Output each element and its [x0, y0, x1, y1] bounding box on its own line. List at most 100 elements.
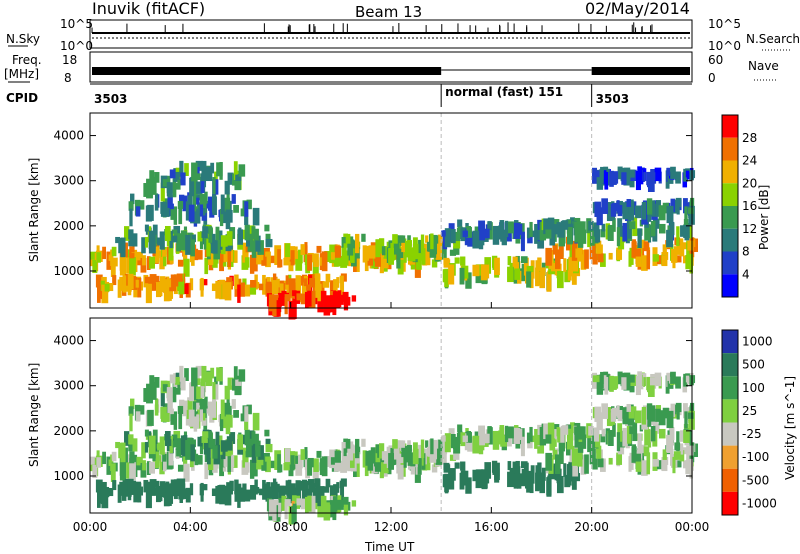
velocity-cell	[644, 429, 651, 446]
power-cell	[136, 257, 143, 266]
velocity-cell	[119, 481, 126, 496]
velocity-cell	[319, 462, 324, 471]
power-cell	[207, 196, 215, 211]
y-tick-label: 4000	[53, 334, 84, 348]
velocity-cell	[626, 403, 631, 412]
velocity-cell	[381, 451, 386, 461]
power-cell	[246, 238, 250, 247]
velocity-cell	[206, 443, 211, 462]
power-cell	[555, 249, 561, 270]
velocity-cell	[200, 482, 204, 502]
velocity-cell	[656, 460, 664, 470]
velocity-cell	[574, 428, 579, 448]
velocity-cell	[187, 400, 193, 415]
power-cell	[494, 257, 500, 276]
power-cell	[119, 276, 126, 291]
velocity-cell	[288, 483, 296, 500]
velocity-cell	[90, 456, 97, 468]
power-cell	[558, 230, 566, 247]
power-colorbar: 4 8 12 16 20 24 28	[721, 114, 757, 298]
velocity-cell	[568, 461, 573, 482]
y-tick-label: 3000	[53, 174, 84, 188]
velocity-cell	[562, 425, 569, 435]
power-cell	[388, 248, 395, 265]
power-cell	[345, 233, 351, 244]
power-cell	[301, 282, 307, 300]
power-cell	[683, 168, 689, 182]
power-cell	[461, 265, 469, 279]
power-cell	[645, 207, 652, 222]
velocity-cell	[427, 449, 433, 457]
power-cell	[556, 270, 564, 289]
power-cell	[166, 182, 170, 197]
velocity-cell	[303, 450, 308, 468]
power-cell	[343, 299, 349, 311]
velocity-cell	[453, 436, 461, 447]
velocity-cell	[265, 488, 272, 502]
power-cell	[177, 200, 184, 209]
velocity-cell	[164, 412, 170, 422]
velocity-cell	[301, 487, 307, 505]
colorbar-frame	[721, 114, 739, 298]
power-cell	[687, 240, 694, 251]
power-cell	[258, 240, 264, 255]
power-cell	[622, 202, 629, 220]
colorbar-frame	[721, 329, 739, 516]
colorbar-tick-label: 8	[742, 245, 750, 259]
power-cell	[178, 207, 183, 225]
power-cell	[343, 243, 347, 252]
velocity-cell	[130, 481, 138, 495]
power-cell	[393, 235, 400, 255]
velocity-cell	[196, 407, 201, 418]
power-cell	[435, 242, 443, 260]
velocity-cell	[118, 443, 122, 459]
velocity-cell	[233, 366, 238, 385]
power-cell	[304, 291, 309, 308]
power-cell	[626, 198, 631, 207]
power-cell	[264, 224, 270, 232]
colorbar-tick-label: -25	[742, 427, 762, 441]
velocity-cell	[666, 372, 670, 381]
velocity-cell	[597, 458, 604, 468]
velocity-cell	[453, 451, 460, 460]
power-cell	[180, 230, 188, 251]
velocity-cell	[443, 446, 447, 465]
power-cell	[290, 250, 295, 266]
velocity-cell	[412, 442, 418, 462]
power-cell	[543, 218, 550, 235]
colorbar-swatch	[722, 468, 738, 492]
velocity-cell	[149, 481, 156, 496]
power-cell	[355, 256, 360, 272]
power-cell	[165, 284, 172, 301]
power-cell	[646, 250, 651, 270]
velocity-cell	[388, 453, 395, 470]
power-cell	[420, 234, 425, 254]
velocity-cell	[215, 431, 220, 449]
cpid-segment-label: normal (fast) 151	[445, 85, 563, 99]
velocity-cell	[666, 434, 674, 453]
velocity-cell	[136, 456, 143, 466]
velocity-cell	[135, 484, 139, 493]
velocity-cell	[520, 436, 525, 457]
power-cell	[404, 241, 412, 258]
power-cell	[191, 248, 199, 261]
velocity-cell	[687, 445, 694, 456]
time-tick-label: 08:00	[273, 520, 308, 534]
velocity-cell	[202, 484, 208, 491]
power-cell	[368, 245, 376, 259]
velocity-cell	[628, 406, 635, 419]
velocity-cell	[220, 399, 225, 420]
velocity-cell	[675, 402, 682, 413]
velocity-cell	[592, 458, 598, 470]
velocity-cell	[637, 433, 642, 454]
power-cell	[199, 204, 203, 217]
power-cell	[178, 281, 185, 295]
power-colorbar-label: Power [dB]	[757, 185, 771, 250]
velocity-cell	[175, 387, 181, 395]
velocity-cell	[315, 479, 321, 499]
colorbar-swatch	[722, 491, 738, 515]
velocity-cell	[641, 406, 647, 425]
power-cell	[540, 267, 546, 276]
power-cell	[221, 251, 225, 263]
power-cell	[564, 269, 571, 283]
